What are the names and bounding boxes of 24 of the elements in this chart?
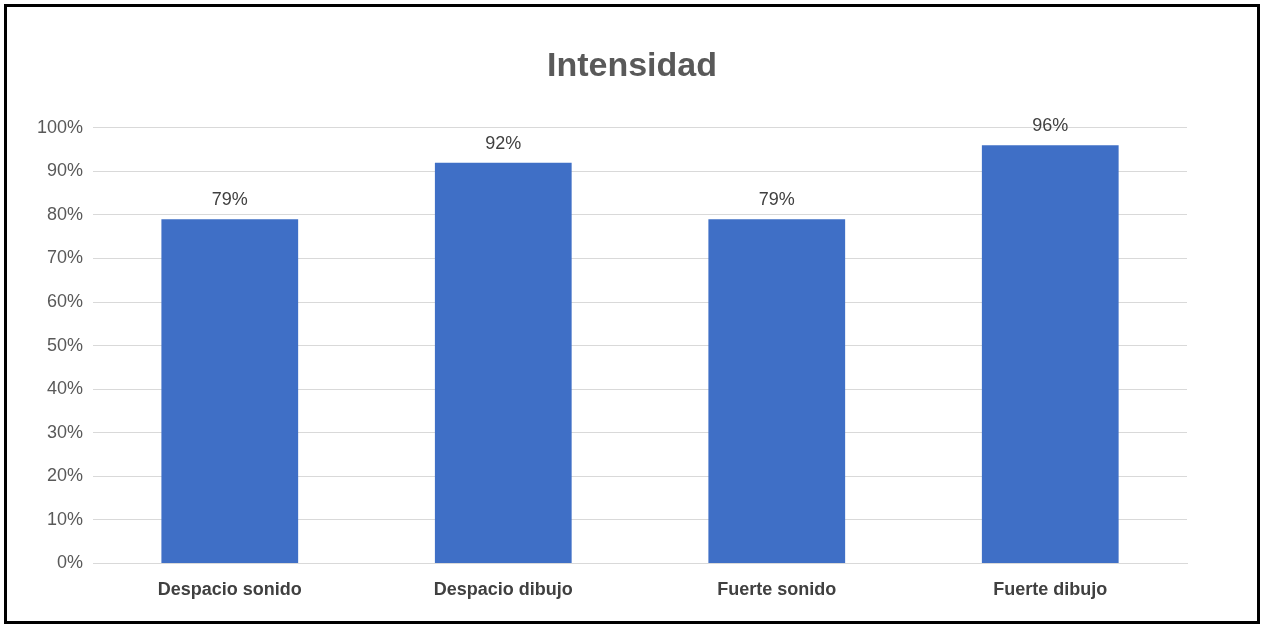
- bar: [981, 145, 1119, 563]
- y-tick-label: 90%: [47, 160, 84, 181]
- y-tick-label: 30%: [47, 421, 84, 442]
- bar: [434, 162, 572, 563]
- bar: [161, 219, 299, 563]
- data-label: 92%: [485, 132, 522, 153]
- bar: [708, 219, 846, 563]
- y-tick-label: 0%: [57, 552, 84, 573]
- x-tick-label: Despacio dibujo: [433, 579, 573, 600]
- y-tick-label: 70%: [47, 247, 84, 268]
- y-tick-label: 80%: [47, 203, 84, 224]
- data-label: 79%: [758, 189, 795, 210]
- x-tick-label: Fuerte dibujo: [993, 579, 1108, 600]
- y-tick-label: 60%: [47, 291, 84, 312]
- y-tick-label: 40%: [47, 378, 84, 399]
- data-label: 96%: [1032, 115, 1069, 136]
- x-tick-label: Despacio sonido: [157, 579, 302, 600]
- y-tick-label: 50%: [47, 334, 84, 355]
- chart-title: Intensidad: [546, 45, 718, 84]
- data-label: 79%: [211, 189, 248, 210]
- x-tick-label: Fuerte sonido: [717, 579, 837, 600]
- y-tick-label: 100%: [36, 116, 84, 137]
- y-tick-label: 20%: [47, 465, 84, 486]
- y-tick-label: 10%: [47, 508, 84, 529]
